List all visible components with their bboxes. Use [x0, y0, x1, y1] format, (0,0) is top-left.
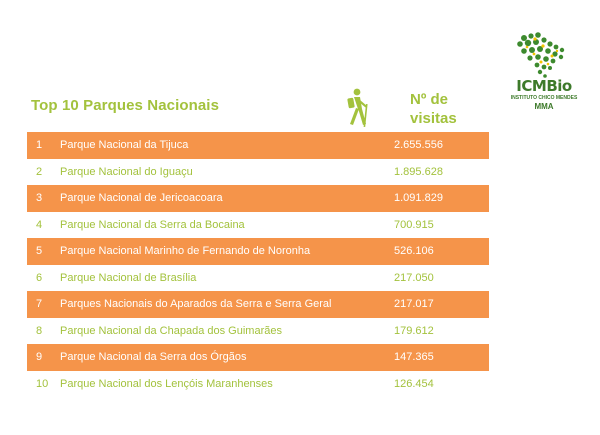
- park-name: Parque Nacional da Chapada dos Guimarães: [60, 324, 282, 337]
- visits-value: 217.017: [394, 298, 434, 311]
- table-row: 7 Parques Nacionais do Aparados da Serra…: [27, 291, 489, 318]
- rank: 10: [36, 377, 49, 390]
- table-row: 6 Parque Nacional de Brasília 217.050: [27, 265, 489, 292]
- park-name: Parque Nacional da Serra dos Órgãos: [60, 351, 247, 364]
- brazil-map-icon: [517, 32, 565, 78]
- visits-value: 179.612: [394, 324, 434, 337]
- park-name: Parque Nacional dos Lençóis Maranhenses: [60, 377, 273, 390]
- park-name: Parque Nacional de Jericoacoara: [60, 192, 223, 205]
- table-row: 5 Parque Nacional Marinho de Fernando de…: [27, 238, 489, 265]
- table-row: 8 Parque Nacional da Chapada dos Guimarã…: [27, 318, 489, 345]
- visits-header-line2: visitas: [410, 110, 457, 127]
- icmbio-logo: ICMBio INSTITUTO CHICO MENDES MMA: [504, 30, 584, 111]
- table-row: 1 Parque Nacional da Tijuca 2.655.556: [27, 132, 489, 159]
- table-row: 2 Parque Nacional do Iguaçu 1.895.628: [27, 159, 489, 186]
- visits-value: 147.365: [394, 351, 434, 364]
- visits-value: 526.106: [394, 245, 434, 258]
- rank: 6: [36, 271, 43, 284]
- visits-value: 2.655.556: [394, 139, 443, 152]
- table-row: 10 Parque Nacional dos Lençóis Maranhens…: [27, 371, 489, 398]
- rank: 1: [36, 139, 43, 152]
- rank: 3: [36, 192, 43, 205]
- visits-value: 1.895.628: [394, 165, 443, 178]
- table-row: 9 Parque Nacional da Serra dos Órgãos 14…: [27, 344, 489, 371]
- logo-name: ICMBio: [516, 77, 572, 95]
- table-row: 3 Parque Nacional de Jericoacoara 1.091.…: [27, 185, 489, 212]
- park-name: Parque Nacional do Iguaçu: [60, 165, 193, 178]
- visits-value: 700.915: [394, 218, 434, 231]
- page-title: Top 10 Parques Nacionais: [31, 97, 220, 114]
- rank: 8: [36, 324, 43, 337]
- visits-value: 1.091.829: [394, 192, 443, 205]
- visits-value: 126.454: [394, 377, 434, 390]
- table-row: 4 Parque Nacional da Serra da Bocaina 70…: [27, 212, 489, 239]
- logo-ministry: MMA: [534, 102, 554, 111]
- park-name: Parque Nacional Marinho de Fernando de N…: [60, 245, 311, 258]
- rank: 2: [36, 165, 43, 178]
- park-name: Parque Nacional de Brasília: [60, 271, 197, 284]
- visits-column-header: Nº de visitas: [410, 90, 474, 128]
- rank: 4: [36, 218, 43, 231]
- rank: 5: [36, 245, 43, 258]
- park-name: Parques Nacionais do Aparados da Serra e…: [60, 298, 332, 311]
- visits-value: 217.050: [394, 271, 434, 284]
- logo-subtitle: INSTITUTO CHICO MENDES: [510, 95, 578, 101]
- park-name: Parque Nacional da Tijuca: [60, 139, 189, 152]
- parks-table: 1 Parque Nacional da Tijuca 2.655.556 2 …: [27, 132, 489, 397]
- rank: 9: [36, 351, 43, 364]
- visits-header-line1: Nº de: [410, 91, 448, 108]
- hiker-icon: [347, 88, 368, 128]
- park-name: Parque Nacional da Serra da Bocaina: [60, 218, 245, 231]
- rank: 7: [36, 298, 43, 311]
